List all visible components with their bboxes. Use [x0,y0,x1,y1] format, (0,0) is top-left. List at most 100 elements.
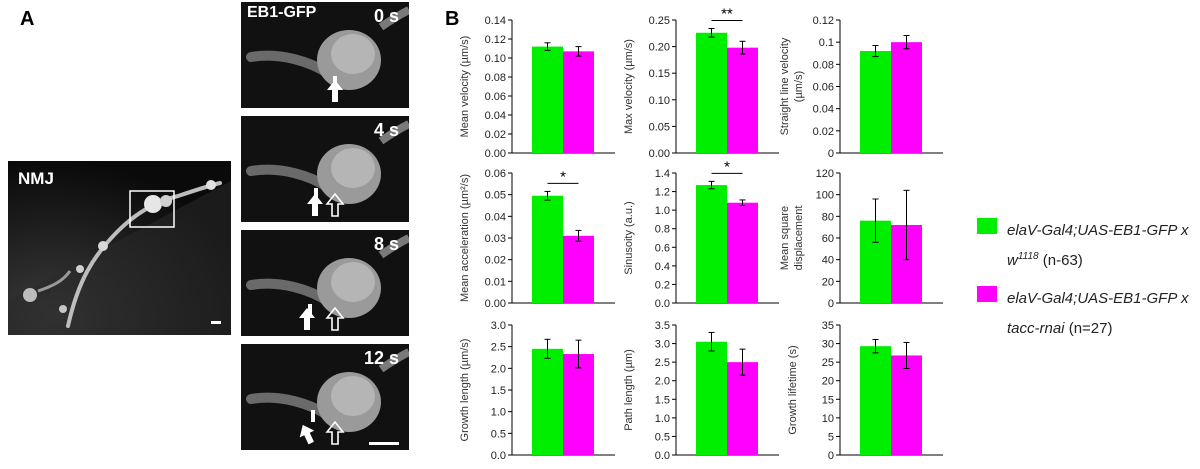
y-tick-label: 80 [822,211,834,223]
bar [563,51,594,153]
y-tick-label: 0.5 [655,431,670,443]
y-tick-label: 0.6 [655,242,670,254]
y-tick-label: 0.10 [485,53,506,65]
y-tick-label: 0.25 [649,15,670,27]
nmj-micrograph: NMJ [8,161,231,335]
y-tick-label: 120 [816,168,834,180]
y-tick-label: 0.08 [813,59,834,71]
bar [727,47,758,153]
frame-time: 8 s [373,234,399,254]
y-tick-label: 0.0 [655,450,670,462]
y-tick-label: 0 [828,148,834,160]
y-tick-label: 0.04 [485,110,506,122]
y-tick-label: 0.03 [485,233,506,245]
y-tick-label: 0.02 [813,126,834,138]
frame-image [241,2,409,108]
timelapse-frame: 12 s [241,344,409,450]
y-tick-label: 0.04 [485,211,506,223]
y-axis-label: Path length (µm) [623,349,635,431]
bar [696,341,727,455]
y-tick-label: 0.8 [655,224,670,236]
y-tick-label: 2.5 [655,357,670,369]
y-tick-label: 0.12 [485,34,506,46]
y-tick-label: 0.14 [485,15,506,27]
y-tick-label: 1.2 [655,187,670,199]
y-tick-label: 2.0 [655,376,670,388]
y-tick-label: 0.5 [491,428,506,440]
y-axis-label: Mean velocity (µm/s) [459,36,471,138]
y-axis-label: Straight line velocity [779,37,791,135]
frame-time: 0 s [373,6,399,26]
y-tick-label: 0.00 [649,148,670,160]
significance-label: ** [721,6,733,23]
legend-count: (n-63) [1038,252,1083,269]
significance-label: * [724,158,730,175]
y-tick-label: 0 [828,450,834,462]
legend-allele-sup: 1118 [1017,251,1039,262]
legend-label-rnai: elaV-Gal4;UAS-EB1-GFP x tacc-rnai (n=27) [1007,284,1200,344]
y-tick-label: 25 [822,357,834,369]
y-axis-label: Max velocity (µm/s) [623,39,635,134]
timelapse-frame: 8 s [241,230,409,336]
y-tick-label: 20 [822,376,834,388]
y-tick-label: 2.5 [491,342,506,354]
y-tick-label: 5 [828,431,834,443]
y-tick-label: 3.0 [655,339,670,351]
frame-time: 12 s [363,348,399,368]
y-tick-label: 0.05 [485,190,506,202]
bar [860,51,891,153]
y-axis-label: Growth length (µm/s) [459,339,471,442]
bar [860,346,891,455]
legend-count: (n=27) [1064,320,1113,337]
y-tick-label: 1.0 [655,413,670,425]
y-tick-label: 0.00 [485,298,506,310]
bar [727,362,758,455]
legend-entry-rnai: elaV-Gal4;UAS-EB1-GFP x tacc-rnai (n=27) [977,284,1200,344]
y-tick-label: 30 [822,339,834,351]
bar [532,46,563,153]
y-tick-label: 0.0 [655,298,670,310]
y-axis-label: Mean acceleration (µm²/s) [459,174,471,302]
y-tick-label: 0.4 [655,261,670,273]
nmj-label: NMJ [18,169,54,188]
y-tick-label: 0.08 [485,72,506,84]
y-tick-label: 0.10 [649,95,670,107]
significance-label: * [560,168,566,185]
bar [727,202,758,303]
y-axis-label: Sinusoity (a.u.) [623,201,635,274]
y-tick-label: 0.2 [655,279,670,291]
y-tick-label: 20 [822,276,834,288]
y-tick-label: 1.0 [655,205,670,217]
y-tick-label: 0.06 [813,82,834,94]
y-tick-label: 60 [822,233,834,245]
timelapse-frame: 4 s [241,116,409,222]
y-tick-label: 10 [822,413,834,425]
y-tick-label: 0.1 [819,37,834,49]
eb1-gfp-label: EB1-GFP [247,4,317,21]
bar [563,354,594,455]
y-tick-label: 0.0 [491,450,506,462]
legend-entry-control: elaV-Gal4;UAS-EB1-GFP x w1118 (n-63) [977,216,1200,276]
y-tick-label: 0.04 [813,104,834,116]
legend-allele: w [1007,252,1018,269]
bar [532,195,563,303]
y-tick-label: 1.0 [491,407,506,419]
bar [532,348,563,455]
panel-label-a: A [20,8,35,30]
y-tick-label: 0.06 [485,168,506,180]
y-tick-label: 0.15 [649,68,670,80]
panel-label-b: B [445,8,460,30]
legend-genotype: elaV-Gal4;UAS-EB1-GFP x [1007,222,1189,239]
frame-image [241,116,409,222]
y-tick-label: 0.02 [485,129,506,141]
y-tick-label: 0.01 [485,276,506,288]
bar [696,185,727,303]
y-tick-label: 0.02 [485,255,506,267]
y-tick-label: 35 [822,320,834,332]
y-tick-label: 1.5 [491,385,506,397]
legend-swatch-rnai [977,286,997,302]
legend-label-control: elaV-Gal4;UAS-EB1-GFP x w1118 (n-63) [1007,216,1200,276]
y-tick-label: 40 [822,255,834,267]
legend-swatch-control [977,218,997,234]
